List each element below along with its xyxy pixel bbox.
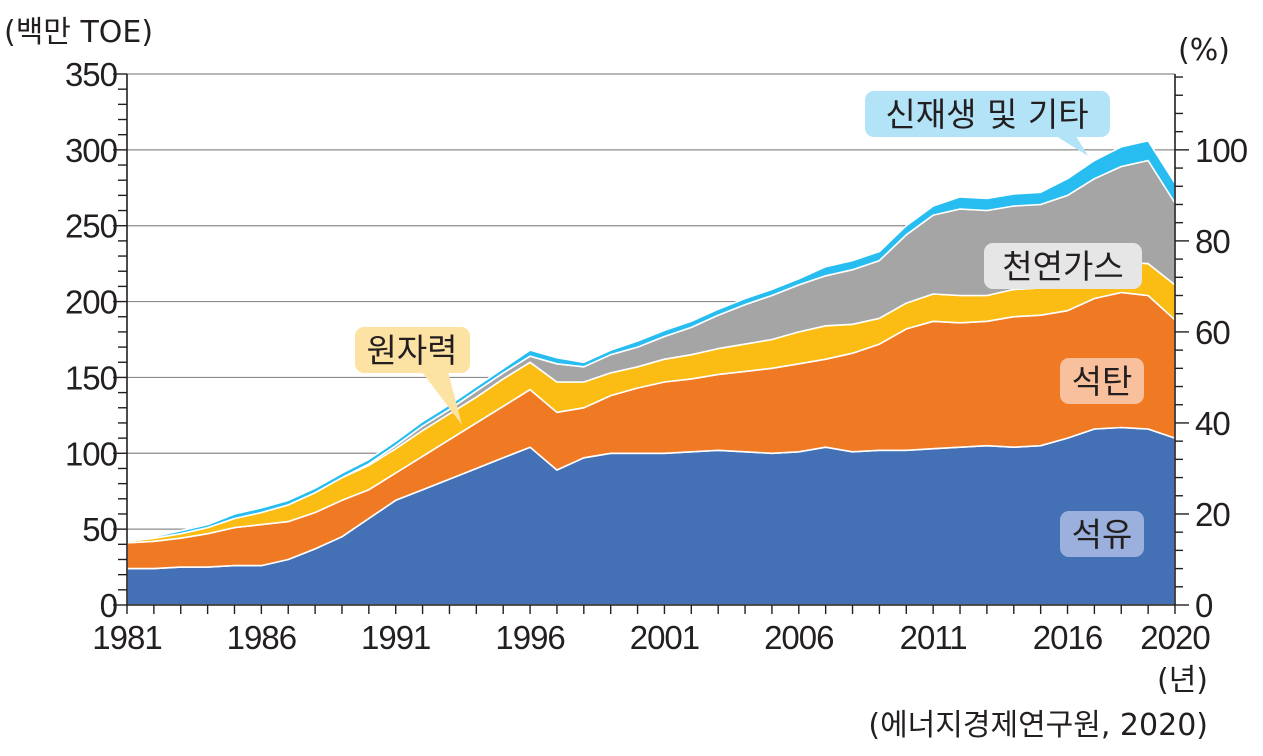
label-text: 신재생 및 기타 (885, 95, 1088, 134)
label-box (355, 327, 470, 373)
right-axis: 0 20 40 60 80 100 (1174, 74, 1249, 624)
y2-axis-title: (%) (1178, 33, 1230, 68)
label-text: 원자력 (366, 331, 457, 370)
x-tick-label: 2011 (900, 619, 967, 656)
x-tick-label: 1981 (92, 619, 161, 656)
stacked-areas (126, 140, 1176, 606)
label-box (1060, 511, 1144, 557)
y-tick-label: 0 (100, 587, 118, 624)
y2-tick-label: 20 (1195, 496, 1230, 533)
label-oil: 석유 (1060, 511, 1144, 557)
y-tick-label: 50 (82, 511, 117, 548)
x-tick-label: 2001 (630, 619, 699, 656)
y-tick-label: 250 (65, 208, 118, 245)
label-coal: 석탄 (1060, 358, 1144, 404)
label-renewable: 신재생 및 기타 (865, 91, 1110, 156)
y2-tick-label: 80 (1195, 223, 1230, 260)
x-axis: 1981 1986 1991 1996 2001 2006 2011 2016 2020 (92, 604, 1211, 656)
x-tick-label: 1996 (495, 619, 564, 656)
y-tick-label: 200 (65, 284, 118, 321)
y-tick-label: 300 (65, 132, 118, 169)
y-tick-label: 100 (65, 435, 118, 472)
source-note: (에너지경제연구원, 2020) (868, 708, 1208, 743)
y-tick-label: 350 (65, 56, 118, 93)
y-tick-label: 150 (65, 359, 118, 396)
label-gas: 천연가스 (984, 243, 1142, 289)
label-nuclear: 원자력 (355, 327, 470, 425)
x-tick-label: 1991 (361, 619, 430, 656)
left-axis: 0 50 100 150 200 250 300 350 (65, 56, 128, 624)
x-axis-unit: (년) (1157, 663, 1208, 698)
y2-tick-label: 40 (1195, 405, 1230, 442)
y2-tick-label: 60 (1195, 314, 1230, 351)
callout-pointer (1056, 136, 1088, 156)
label-box (865, 91, 1110, 137)
x-tick-label: 1986 (227, 619, 296, 656)
callout-pointer (422, 372, 462, 425)
label-box (1060, 358, 1144, 404)
label-box (984, 243, 1142, 289)
y2-tick-label: 100 (1195, 132, 1248, 169)
label-text: 천연가스 (1002, 247, 1123, 286)
x-tick-label: 2020 (1140, 619, 1210, 656)
y2-tick-label: 0 (1195, 587, 1213, 624)
x-tick-label: 2016 (1033, 619, 1102, 656)
x-tick-label: 2006 (764, 619, 833, 656)
label-text: 석탄 (1072, 362, 1133, 401)
y-axis-title: (백만 TOE) (4, 15, 153, 50)
label-text: 석유 (1072, 515, 1133, 554)
